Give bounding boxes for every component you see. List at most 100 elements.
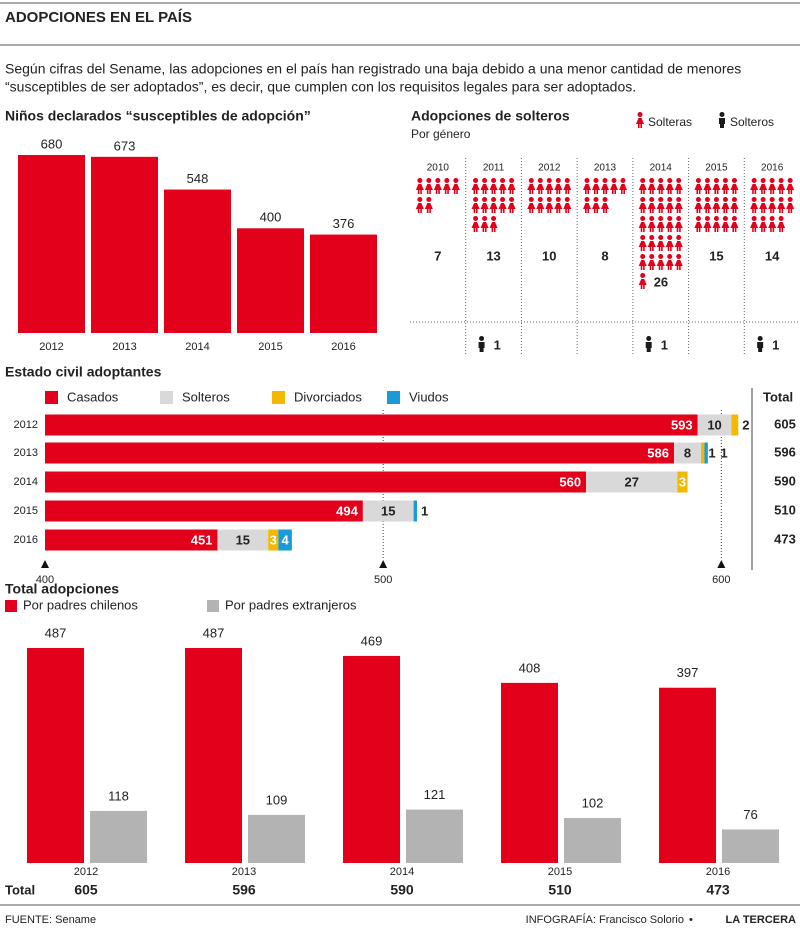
icon-head bbox=[667, 197, 673, 202]
icon-head bbox=[426, 178, 432, 183]
x-tick-label: 500 bbox=[374, 574, 392, 586]
icon-head bbox=[473, 216, 479, 221]
icon-head bbox=[602, 178, 608, 183]
female-icon bbox=[527, 178, 536, 194]
x-tick-label: 2016 bbox=[331, 341, 355, 353]
bar bbox=[91, 156, 158, 333]
value-label: 586 bbox=[647, 445, 669, 460]
icon-body bbox=[647, 222, 656, 232]
icon-body bbox=[759, 203, 768, 213]
female-icon bbox=[647, 178, 656, 194]
icon-group bbox=[694, 178, 739, 232]
value-label: 494 bbox=[336, 503, 358, 518]
credit: INFOGRAFÍA: Francisco Solorio bbox=[526, 913, 684, 926]
bar-segment bbox=[731, 414, 739, 436]
icon-head bbox=[722, 216, 728, 221]
bar-segment bbox=[413, 500, 417, 522]
bar bbox=[722, 829, 779, 863]
icon-body bbox=[665, 184, 674, 194]
icon-head bbox=[731, 197, 737, 202]
icon-head bbox=[751, 197, 757, 202]
female-icon bbox=[786, 197, 795, 213]
x-tick-label: 2013 bbox=[232, 866, 256, 878]
bar-segment bbox=[45, 529, 218, 551]
value-label: 15 bbox=[236, 532, 250, 547]
icon-body bbox=[638, 222, 647, 232]
icon-head bbox=[528, 197, 534, 202]
icon-head bbox=[658, 216, 664, 221]
female-icon bbox=[768, 216, 777, 232]
female-icon bbox=[498, 197, 507, 213]
value-label: 408 bbox=[519, 660, 541, 675]
value-label: 15 bbox=[709, 248, 723, 263]
bar-segment bbox=[701, 442, 705, 464]
value-label: 3 bbox=[679, 474, 686, 489]
female-icon bbox=[656, 235, 665, 251]
female-icon bbox=[656, 216, 665, 232]
value-label: 1 bbox=[421, 503, 428, 518]
icon-body bbox=[527, 203, 536, 213]
icon-body bbox=[665, 260, 674, 270]
intro-line: “susceptibles de ser adoptados”, es deci… bbox=[5, 79, 636, 95]
value-label: 109 bbox=[266, 792, 288, 807]
legend-label: Solteras bbox=[648, 115, 692, 129]
female-icon bbox=[489, 178, 498, 194]
icon-body bbox=[480, 222, 489, 232]
female-icon bbox=[759, 216, 768, 232]
x-tick-label: 2014 bbox=[185, 341, 209, 353]
female-icon bbox=[712, 197, 721, 213]
icon-head bbox=[676, 254, 682, 259]
y-tick-label: 2013 bbox=[14, 447, 38, 459]
icon-group bbox=[638, 178, 683, 289]
bar bbox=[406, 809, 463, 863]
icon-head bbox=[546, 178, 552, 183]
value-label: 680 bbox=[41, 136, 63, 151]
female-icon bbox=[610, 178, 618, 194]
icon-body bbox=[480, 184, 489, 194]
value-label: 451 bbox=[191, 532, 213, 547]
legend-swatch bbox=[5, 600, 17, 612]
icon-head bbox=[640, 216, 646, 221]
icon-body bbox=[721, 184, 730, 194]
female-icon bbox=[638, 197, 647, 213]
value-label: 10 bbox=[707, 417, 721, 432]
total-value: 590 bbox=[774, 473, 796, 488]
female-icon bbox=[489, 197, 498, 213]
female-icon bbox=[415, 178, 424, 194]
female-icon bbox=[471, 216, 480, 232]
female-icon bbox=[777, 216, 786, 232]
icon-body bbox=[694, 222, 703, 232]
icon-body bbox=[647, 184, 656, 194]
icon-body bbox=[665, 203, 674, 213]
icon-head bbox=[500, 178, 506, 183]
female-icon bbox=[442, 178, 451, 194]
female-icon bbox=[665, 216, 674, 232]
icon-head bbox=[546, 197, 552, 202]
value-label: 15 bbox=[381, 503, 395, 518]
icon-body bbox=[554, 203, 563, 213]
bar-segment bbox=[217, 529, 269, 551]
value-label: 560 bbox=[559, 474, 581, 489]
icon-head bbox=[731, 178, 737, 183]
icon-body bbox=[656, 260, 665, 270]
value-label: 13 bbox=[486, 248, 500, 263]
total-value: 473 bbox=[774, 531, 796, 546]
icon-head bbox=[695, 178, 701, 183]
value-label: 118 bbox=[108, 788, 129, 803]
female-icon bbox=[721, 197, 730, 213]
value-label: 1 bbox=[494, 337, 501, 352]
icon-body bbox=[777, 203, 786, 213]
icon-head bbox=[473, 178, 479, 183]
female-icon bbox=[451, 178, 460, 194]
female-icon bbox=[638, 216, 647, 232]
female-icon bbox=[694, 197, 703, 213]
female-icon bbox=[786, 178, 795, 194]
icon-head bbox=[778, 216, 784, 221]
icon-body bbox=[768, 203, 777, 213]
chart-title: Niños declarados “susceptibles de adopci… bbox=[5, 108, 311, 124]
total-header: Total bbox=[5, 882, 35, 897]
value-label: 469 bbox=[361, 633, 383, 648]
female-icon bbox=[730, 216, 739, 232]
female-icon bbox=[674, 235, 683, 251]
female-icon bbox=[647, 197, 656, 213]
